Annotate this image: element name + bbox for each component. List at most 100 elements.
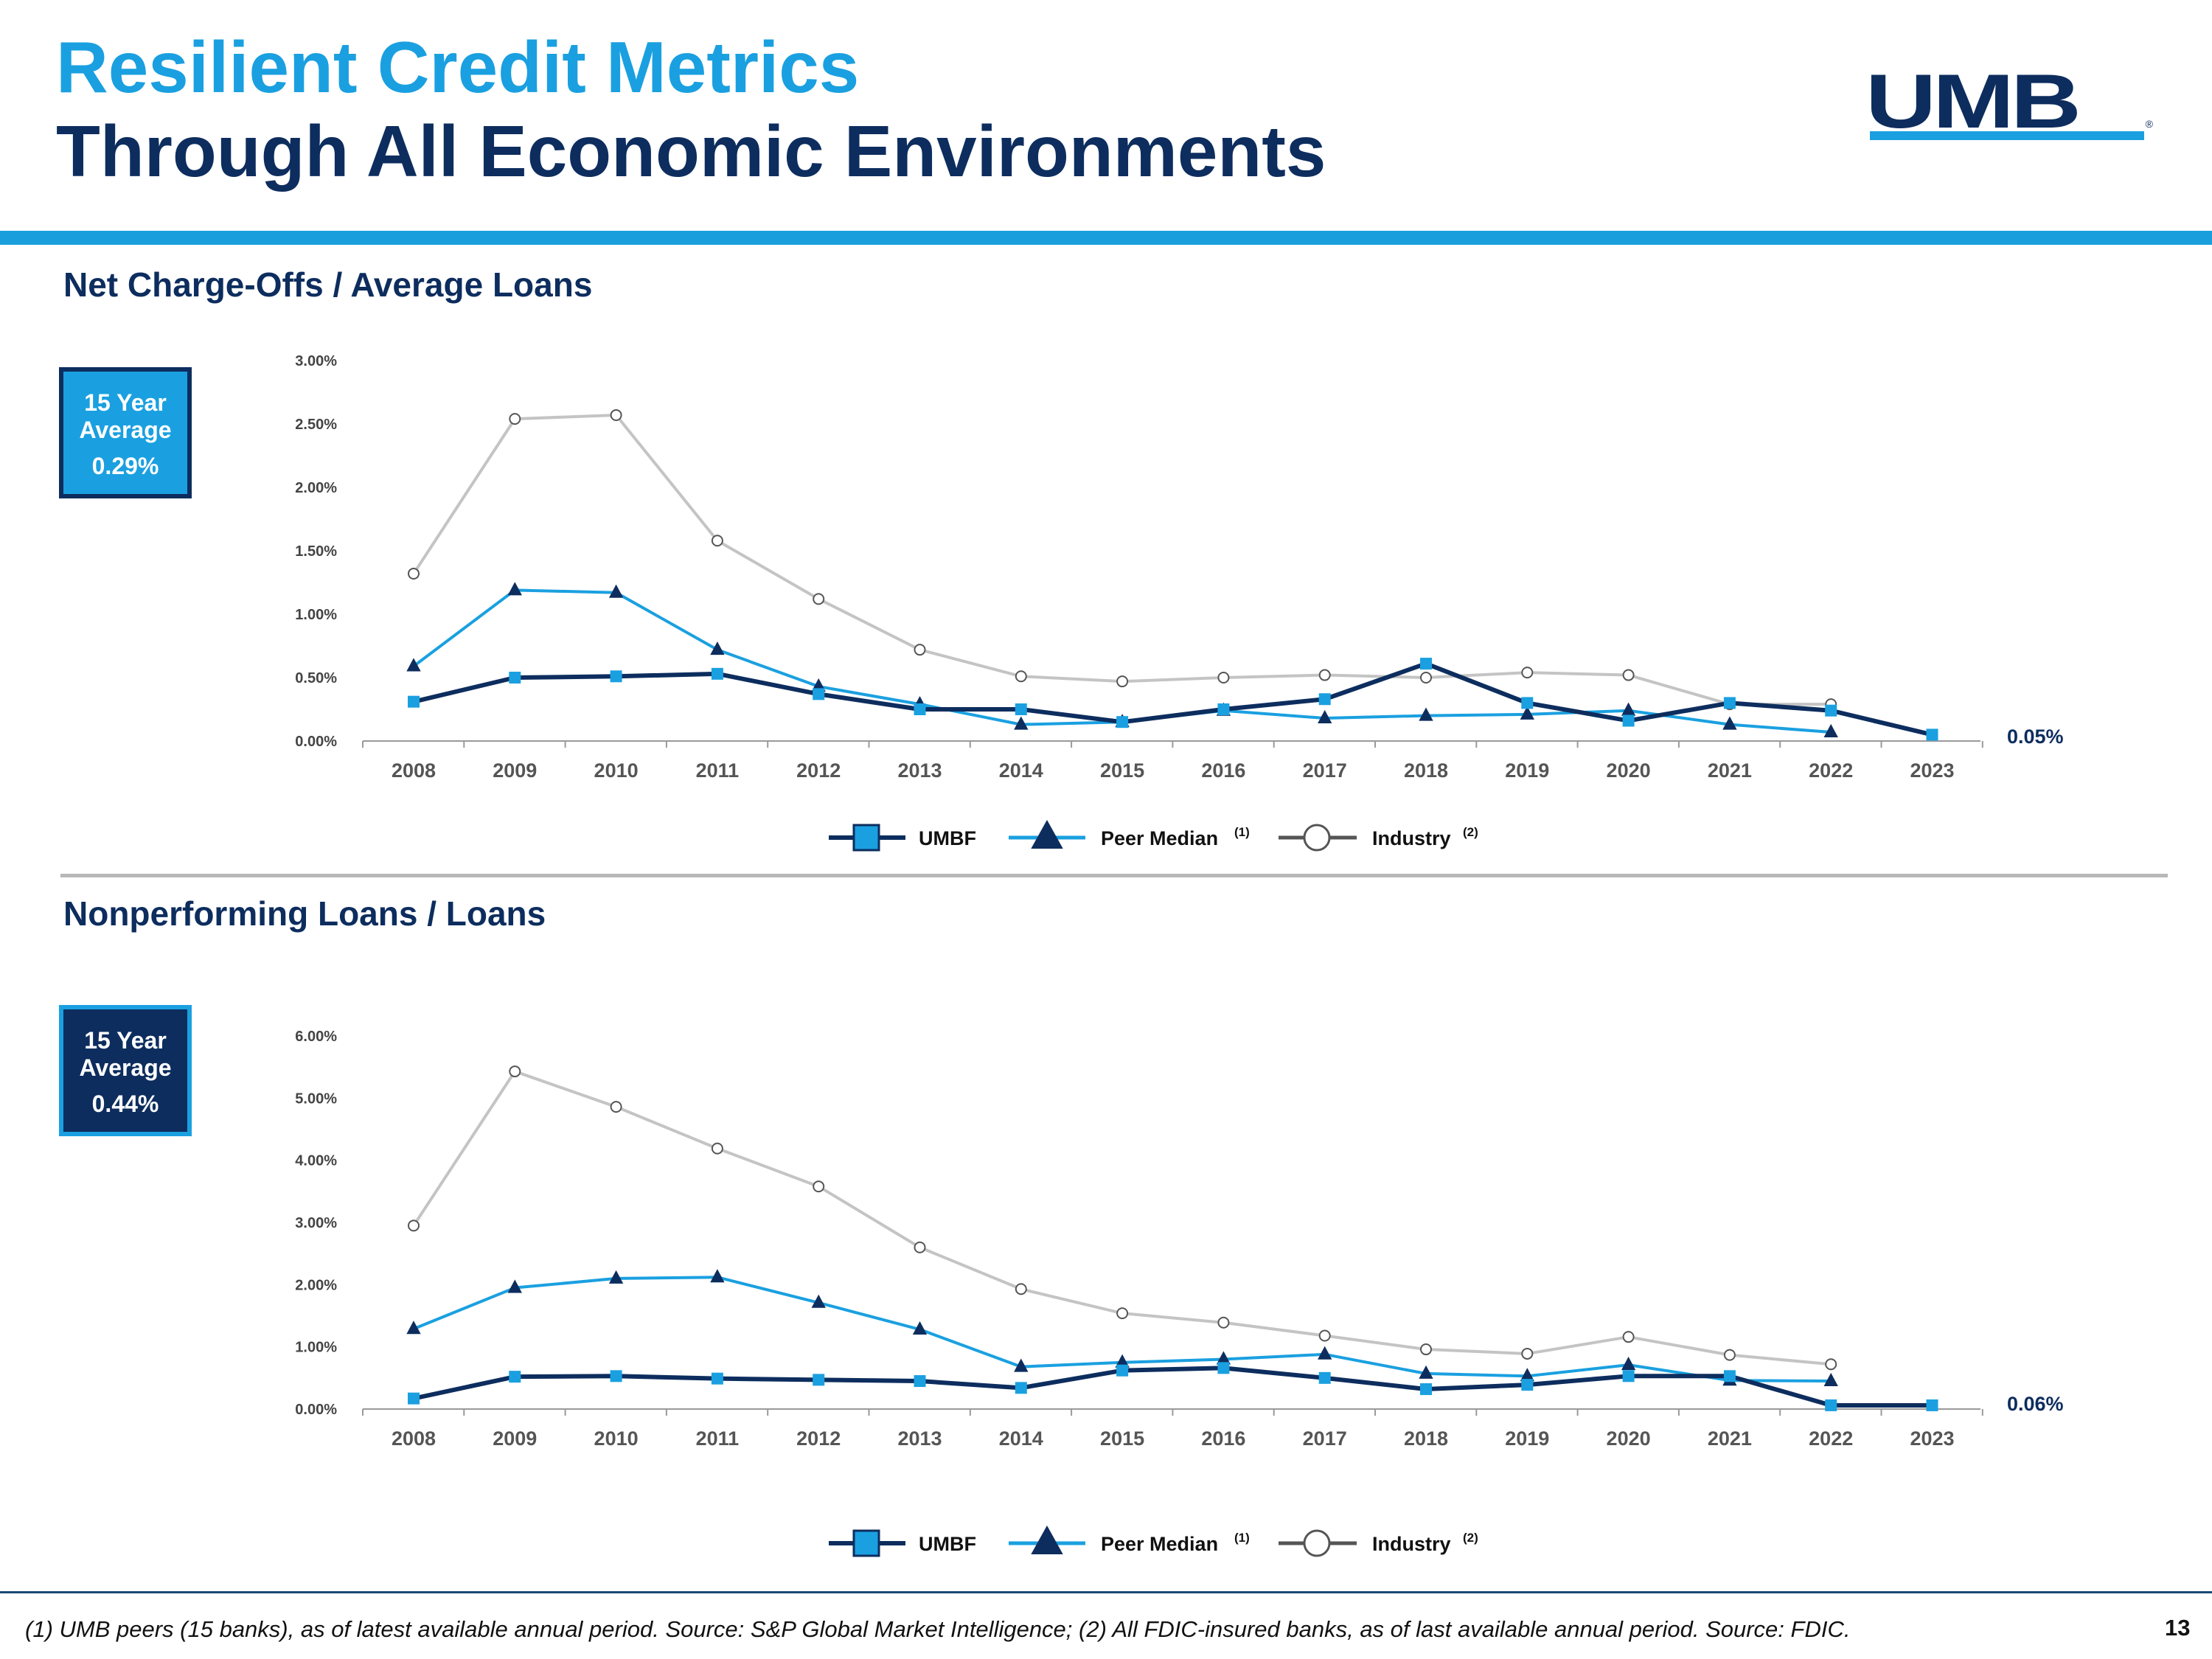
data-point: [912, 1321, 928, 1335]
data-point: [509, 1371, 521, 1383]
data-point: [1420, 1383, 1432, 1396]
data-point: [711, 1142, 723, 1155]
logo-text: UMB: [1865, 59, 2081, 145]
y-tick-label: 3.00%: [295, 1215, 337, 1231]
avg-value: 0.44%: [91, 1091, 159, 1117]
data-point: [1521, 667, 1534, 679]
legend-umbf-label: UMBF: [919, 827, 976, 849]
x-tick-label: 2012: [796, 1427, 841, 1450]
data-point: [1420, 658, 1432, 670]
data-point: [1217, 703, 1230, 715]
data-point: [1621, 1356, 1636, 1371]
y-tick-label: 0.00%: [295, 1402, 337, 1418]
data-point: [1318, 1371, 1331, 1384]
data-point: [1420, 1343, 1432, 1356]
data-point: [811, 1294, 826, 1308]
page-number: 13: [2165, 1615, 2191, 1641]
data-point: [1823, 723, 1838, 737]
x-tick-label: 2014: [999, 1427, 1043, 1450]
y-tick-label: 2.50%: [295, 417, 337, 433]
data-point: [1723, 697, 1736, 709]
series-line: [413, 661, 1933, 737]
y-tick-label: 5.00%: [295, 1091, 337, 1107]
legend-peer-sup: (1): [1234, 825, 1250, 839]
data-point: [711, 535, 723, 547]
y-tick-label: 3.00%: [295, 353, 337, 369]
x-tick-label: 2022: [1809, 1427, 1853, 1450]
avg-value: 0.29%: [91, 453, 159, 479]
series-umbf: [408, 1362, 1938, 1411]
data-point: [408, 1392, 420, 1405]
avg-box-nco: 15 Year Average 0.29%: [59, 367, 192, 498]
logo-registered-mark: ®: [2145, 118, 2153, 130]
x-tick-label: 2009: [493, 759, 537, 782]
legend-umbf-marker: [852, 1529, 880, 1557]
legend-peer-label: Peer Median: [1101, 1533, 1218, 1555]
y-tick-label: 1.50%: [295, 543, 337, 560]
x-tick-label: 2020: [1607, 1427, 1651, 1450]
data-point: [1622, 1370, 1635, 1382]
x-tick-label: 2018: [1404, 759, 1448, 782]
y-tick-label: 1.00%: [295, 607, 337, 623]
legend-industry-marker: [1303, 1529, 1331, 1557]
data-point: [1015, 670, 1027, 683]
x-tick-label: 2019: [1505, 759, 1549, 782]
x-tick-label: 2011: [696, 759, 740, 782]
end-value-label: 0.06%: [2007, 1393, 2064, 1415]
data-point: [1825, 1358, 1837, 1371]
data-point: [1318, 693, 1331, 706]
legend-umbf-label: UMBF: [919, 1533, 976, 1555]
data-point: [1217, 1316, 1230, 1329]
section-title-npl: Nonperforming Loans / Loans: [63, 894, 546, 933]
data-point: [1318, 669, 1331, 681]
y-tick-label: 6.00%: [295, 1029, 337, 1045]
data-point: [1419, 1365, 1433, 1379]
series-line: [413, 1366, 1933, 1408]
data-point: [610, 1101, 622, 1113]
data-point: [507, 1279, 522, 1293]
data-point: [1622, 1331, 1635, 1343]
data-point: [1521, 1347, 1534, 1360]
data-point: [406, 658, 421, 672]
data-point: [1521, 697, 1534, 709]
data-point: [1014, 1358, 1029, 1372]
data-point: [610, 670, 622, 683]
data-point: [1520, 706, 1534, 720]
data-point: [1015, 1382, 1027, 1394]
x-tick-label: 2015: [1100, 1427, 1144, 1450]
data-point: [610, 1370, 622, 1382]
y-tick-label: 0.50%: [295, 670, 337, 686]
series-umbf: [408, 658, 1938, 741]
data-point: [1217, 672, 1230, 684]
data-point: [1116, 716, 1129, 728]
footnote: (1) UMB peers (15 banks), as of latest a…: [25, 1616, 1851, 1642]
data-point: [1823, 1372, 1838, 1387]
x-tick-label: 2021: [1708, 759, 1752, 782]
x-tick-label: 2023: [1910, 759, 1954, 782]
x-tick-label: 2009: [493, 1427, 537, 1450]
data-point: [408, 695, 420, 708]
avg-box-npl: 15 Year Average 0.44%: [59, 1005, 192, 1136]
data-point: [1825, 704, 1837, 717]
x-tick-label: 2010: [594, 1427, 639, 1450]
header-divider: [0, 231, 2212, 245]
data-point: [1318, 1346, 1332, 1360]
data-point: [914, 1375, 926, 1388]
legend-industry-label: Industry: [1372, 1533, 1451, 1555]
x-tick-label: 2020: [1607, 759, 1651, 782]
footer-divider: [0, 1591, 2212, 1593]
data-point: [1116, 1307, 1129, 1320]
x-tick-label: 2014: [999, 759, 1043, 782]
chart-legend: UMBF Peer Median (1) Industry (2): [829, 1525, 1478, 1557]
data-point: [1723, 1349, 1736, 1361]
umb-logo: UMB ®: [1865, 63, 2153, 145]
series-industry: [408, 1065, 1837, 1371]
data-point: [1318, 1329, 1331, 1342]
data-point: [509, 672, 521, 684]
data-point: [1926, 728, 1938, 741]
x-tick-label: 2016: [1201, 759, 1245, 782]
series-line: [412, 1070, 1832, 1366]
y-tick-label: 1.00%: [295, 1340, 337, 1356]
